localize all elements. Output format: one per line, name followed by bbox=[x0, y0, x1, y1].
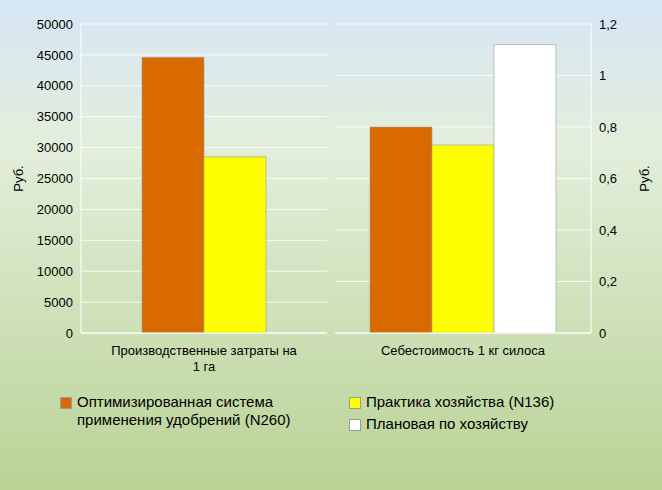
svg-text:0,6: 0,6 bbox=[599, 171, 617, 186]
svg-text:0,2: 0,2 bbox=[599, 274, 617, 289]
svg-text:35000: 35000 bbox=[37, 109, 73, 124]
svg-text:0,8: 0,8 bbox=[599, 120, 617, 135]
svg-text:Руб.: Руб. bbox=[11, 165, 26, 191]
svg-text:0,4: 0,4 bbox=[599, 223, 617, 238]
html-text:Плановая по хозяйству: Плановая по хозяйству bbox=[366, 415, 528, 432]
svg-text:0: 0 bbox=[599, 326, 606, 341]
svg-text:30000: 30000 bbox=[37, 140, 73, 155]
svg-text:10000: 10000 bbox=[37, 264, 73, 279]
svg-text:20000: 20000 bbox=[37, 202, 73, 217]
svg-text:50000: 50000 bbox=[37, 17, 73, 32]
svg-text:40000: 40000 bbox=[37, 78, 73, 93]
svg-text:5000: 5000 bbox=[44, 295, 73, 310]
svg-text:0: 0 bbox=[66, 326, 73, 341]
svg-text:25000: 25000 bbox=[37, 171, 73, 186]
svg-text:1: 1 bbox=[599, 68, 606, 83]
svg-text:Себестоимость 1 кг силоса: Себестоимость 1 кг силоса bbox=[381, 343, 546, 358]
html-text:Практика хозяйства (N136): Практика хозяйства (N136) bbox=[366, 393, 555, 410]
svg-text:Руб.: Руб. bbox=[637, 165, 652, 191]
svg-text:15000: 15000 bbox=[37, 233, 73, 248]
html-text:Оптимизированная система приме: Оптимизированная система применения удоб… bbox=[77, 393, 291, 428]
svg-text:1,2: 1,2 bbox=[599, 17, 617, 32]
svg-text:45000: 45000 bbox=[37, 48, 73, 63]
svg-text:Производственные затраты на1 г: Производственные затраты на1 га bbox=[111, 343, 297, 374]
